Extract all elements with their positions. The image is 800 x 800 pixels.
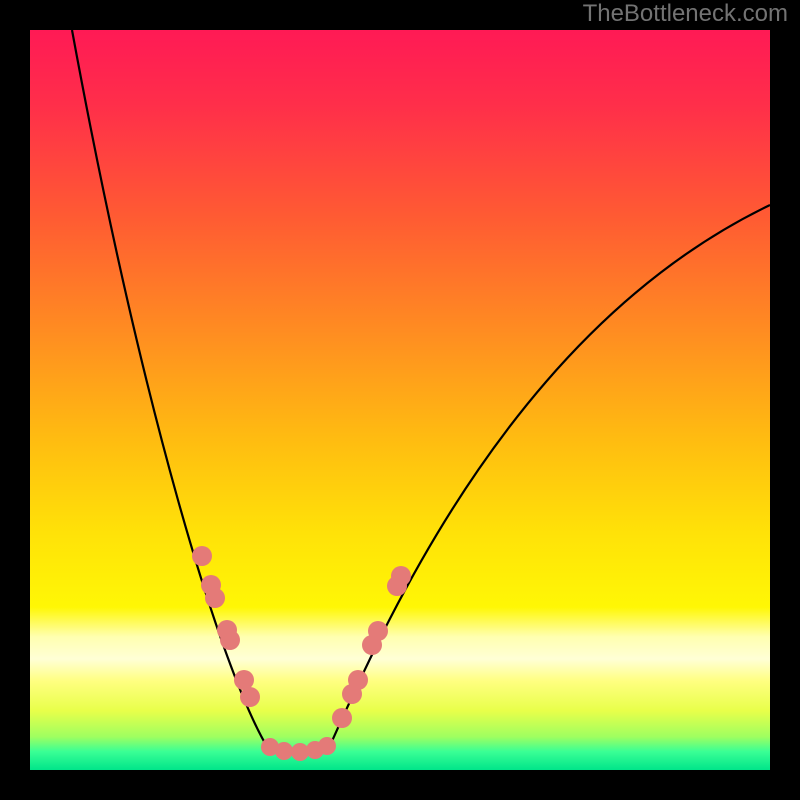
curve-marker <box>318 737 336 755</box>
curve-right-branch <box>328 205 770 750</box>
curve-marker <box>332 708 352 728</box>
bottleneck-curve <box>30 30 770 770</box>
curve-marker <box>240 687 260 707</box>
curve-markers <box>192 546 411 761</box>
watermark-text: TheBottleneck.com <box>583 0 788 28</box>
curve-marker <box>220 630 240 650</box>
curve-marker <box>391 566 411 586</box>
curve-marker <box>192 546 212 566</box>
curve-marker <box>234 670 254 690</box>
curve-marker <box>368 621 388 641</box>
curve-marker <box>348 670 368 690</box>
curve-marker <box>275 742 293 760</box>
chart-frame <box>30 30 770 770</box>
curve-marker <box>205 588 225 608</box>
